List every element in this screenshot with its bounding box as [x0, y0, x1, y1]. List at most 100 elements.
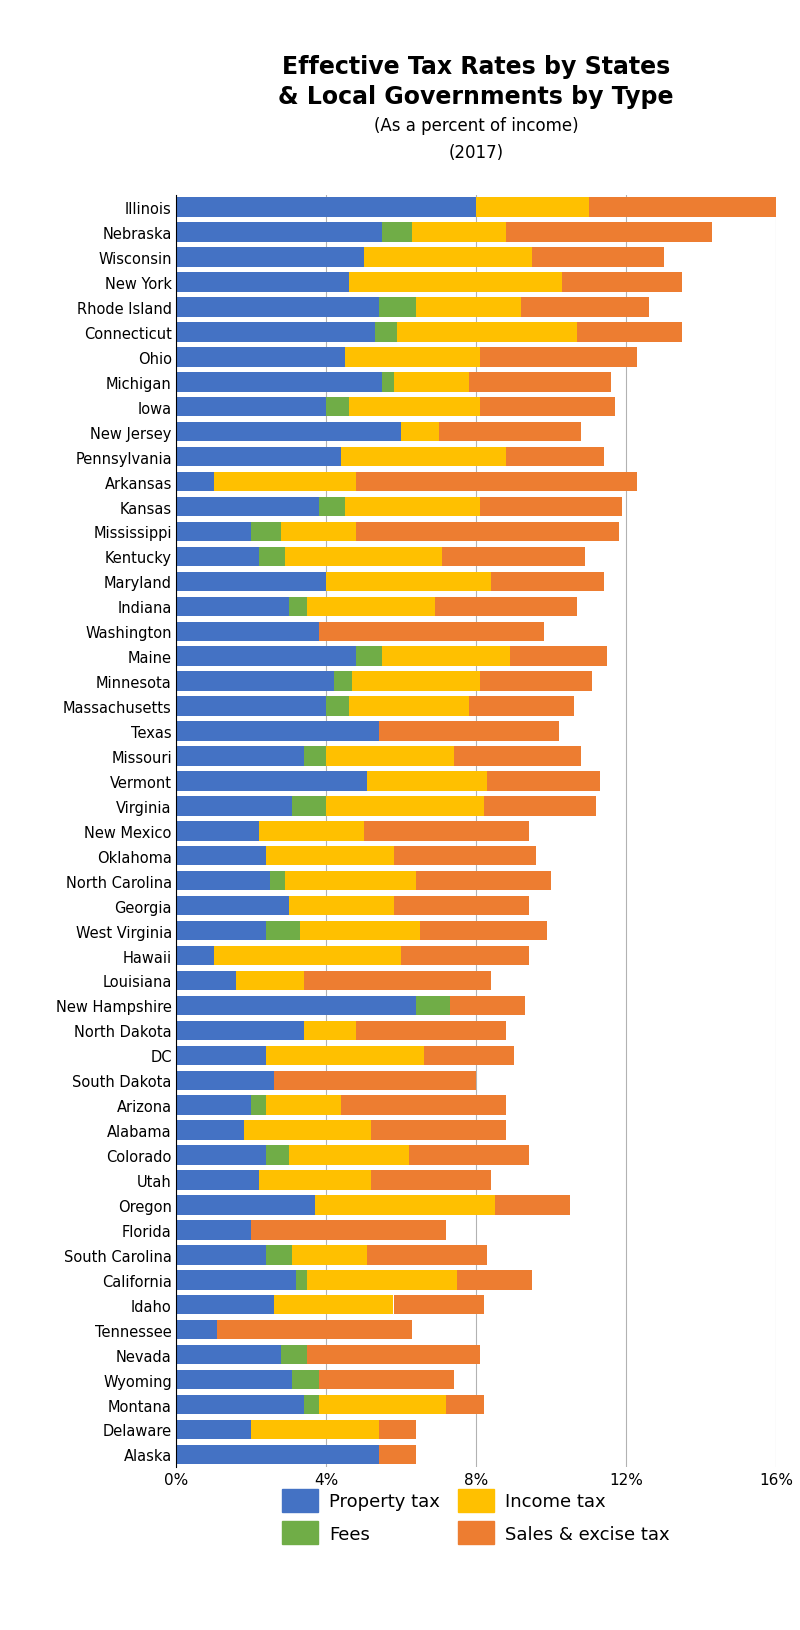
Bar: [176, 199, 476, 218]
Bar: [303, 971, 491, 991]
Bar: [266, 1046, 423, 1066]
Bar: [176, 971, 236, 991]
Bar: [176, 448, 341, 468]
Bar: [176, 1245, 266, 1265]
Bar: [401, 947, 529, 965]
Bar: [303, 1020, 356, 1040]
Bar: [292, 1245, 367, 1265]
Bar: [506, 448, 603, 468]
Bar: [176, 996, 416, 1015]
Bar: [382, 373, 394, 393]
Bar: [341, 1095, 506, 1115]
Bar: [176, 373, 382, 393]
Bar: [318, 497, 345, 517]
Bar: [420, 921, 547, 941]
Bar: [356, 647, 382, 667]
Bar: [266, 846, 394, 866]
Bar: [458, 1270, 532, 1289]
Bar: [562, 274, 682, 292]
Bar: [176, 698, 326, 716]
Bar: [266, 921, 300, 941]
Bar: [266, 1095, 341, 1115]
Bar: [416, 298, 521, 318]
Bar: [578, 323, 682, 342]
Bar: [394, 897, 529, 916]
Bar: [176, 947, 214, 965]
Bar: [176, 623, 318, 642]
Bar: [176, 1444, 378, 1464]
Bar: [450, 996, 525, 1015]
Bar: [176, 1320, 218, 1340]
Bar: [326, 572, 491, 592]
Bar: [176, 897, 289, 916]
Bar: [349, 274, 562, 292]
Bar: [176, 872, 270, 892]
Bar: [314, 1195, 494, 1214]
Bar: [176, 1020, 303, 1040]
Text: (As a percent of income): (As a percent of income): [374, 117, 578, 135]
Bar: [176, 1146, 266, 1165]
Bar: [378, 1420, 416, 1439]
Bar: [349, 398, 480, 417]
Bar: [243, 1121, 371, 1139]
Bar: [307, 1270, 458, 1289]
Bar: [176, 722, 378, 742]
Bar: [416, 872, 551, 892]
Bar: [176, 822, 258, 841]
Bar: [491, 572, 603, 592]
Bar: [476, 199, 589, 218]
Bar: [270, 872, 285, 892]
Bar: [281, 1345, 307, 1364]
Bar: [214, 947, 401, 965]
Bar: [345, 347, 480, 367]
Bar: [176, 921, 266, 941]
Bar: [378, 298, 416, 318]
Bar: [289, 1146, 409, 1165]
Bar: [176, 298, 378, 318]
Bar: [423, 1046, 514, 1066]
Bar: [176, 422, 401, 442]
Bar: [303, 1395, 318, 1415]
Bar: [356, 523, 618, 541]
Bar: [345, 497, 480, 517]
Bar: [394, 846, 536, 866]
Bar: [469, 373, 611, 393]
Bar: [382, 223, 412, 243]
Bar: [176, 1195, 314, 1214]
Bar: [363, 822, 529, 841]
Bar: [176, 1296, 274, 1315]
Bar: [506, 223, 712, 243]
Bar: [401, 422, 438, 442]
Bar: [176, 1046, 266, 1066]
Bar: [352, 672, 480, 691]
Bar: [274, 1296, 394, 1315]
Bar: [356, 1020, 506, 1040]
Bar: [318, 1371, 454, 1389]
Bar: [398, 323, 578, 342]
Bar: [296, 1270, 307, 1289]
Bar: [176, 523, 251, 541]
Bar: [258, 548, 285, 567]
Bar: [589, 199, 783, 218]
Bar: [416, 996, 450, 1015]
Bar: [176, 1095, 251, 1115]
Bar: [176, 323, 374, 342]
Bar: [214, 473, 356, 492]
Bar: [176, 846, 266, 866]
Bar: [176, 647, 356, 667]
Bar: [258, 822, 363, 841]
Bar: [176, 572, 326, 592]
Bar: [176, 1170, 258, 1190]
Bar: [303, 747, 326, 766]
Bar: [176, 747, 303, 766]
Bar: [356, 473, 638, 492]
Bar: [285, 548, 442, 567]
Bar: [334, 672, 352, 691]
Bar: [176, 223, 382, 243]
Bar: [289, 897, 394, 916]
Bar: [438, 422, 581, 442]
Bar: [176, 248, 363, 267]
Bar: [412, 223, 506, 243]
Bar: [292, 797, 326, 817]
Bar: [292, 1371, 318, 1389]
